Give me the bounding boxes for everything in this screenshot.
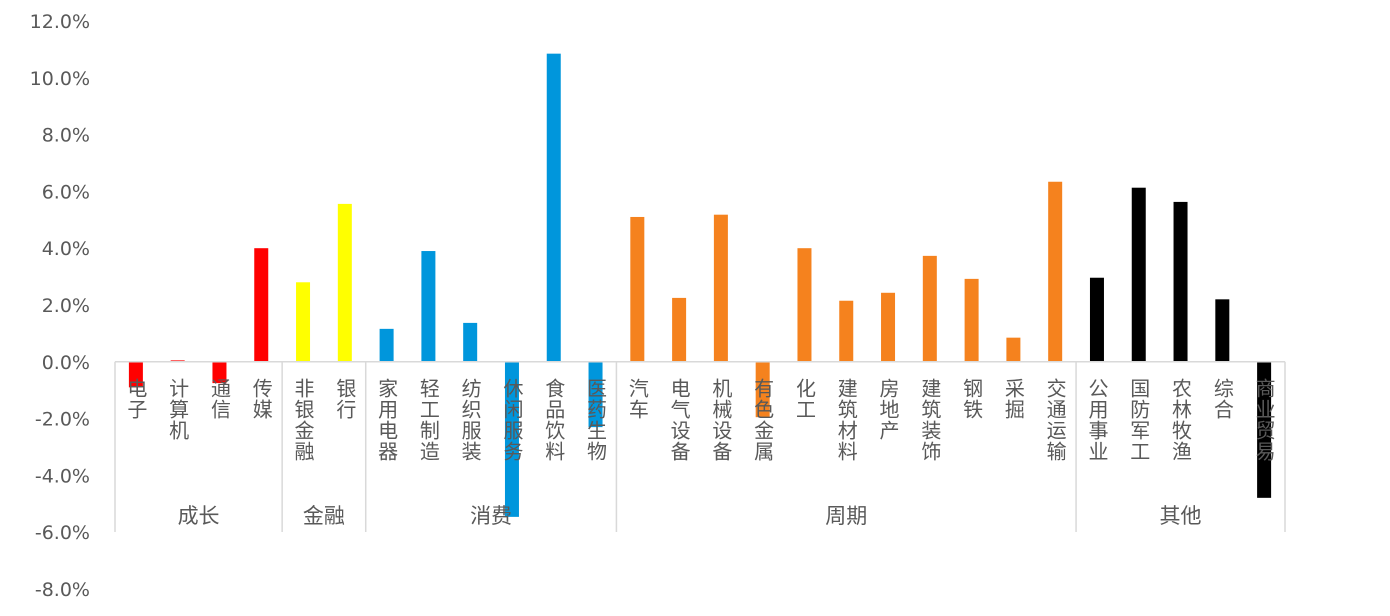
group-label: 成长 (178, 504, 220, 528)
bar-钢铁 (964, 278, 979, 362)
group-label: 周期 (825, 504, 867, 528)
category-label: 房地产 (876, 378, 900, 441)
category-label: 建筑材料 (834, 378, 858, 462)
category-label: 传媒 (249, 378, 273, 420)
bar-传媒 (254, 248, 269, 362)
bar-建筑材料 (839, 300, 854, 362)
bar-家用电器 (379, 328, 394, 362)
category-label: 医药生物 (584, 378, 608, 462)
y-tick-label: 6.0% (42, 181, 90, 203)
bar-医药生物 (588, 361, 603, 428)
bar-化工 (797, 248, 812, 362)
bar-非银金融 (296, 282, 311, 362)
bar-采掘 (1006, 337, 1021, 362)
y-tick-label: 8.0% (42, 125, 90, 147)
y-tick-label: 4.0% (42, 238, 90, 260)
bar-房地产 (881, 292, 896, 362)
y-tick-label: -8.0% (35, 579, 90, 601)
y-tick-label: -2.0% (35, 409, 90, 431)
category-label: 休闲服务 (500, 378, 524, 462)
group-label: 消费 (470, 504, 512, 528)
bar-机械设备 (713, 214, 728, 362)
bar-国防军工 (1131, 187, 1146, 362)
bar-汽车 (630, 216, 645, 362)
category-label: 电气设备 (667, 378, 691, 462)
category-label: 食品饮料 (542, 378, 566, 462)
category-label: 化工 (792, 378, 816, 420)
category-label: 轻工制造 (416, 378, 440, 462)
bar-电子 (128, 361, 143, 388)
category-label: 农林牧渔 (1169, 378, 1193, 462)
category-label: 商业贸易 (1252, 378, 1276, 462)
y-tick-label: 2.0% (42, 295, 90, 317)
bar-综合 (1215, 299, 1230, 362)
category-label: 银行 (333, 378, 357, 420)
y-tick-label: 10.0% (30, 68, 90, 90)
category-label: 机械设备 (709, 378, 733, 462)
category-label: 采掘 (1001, 378, 1025, 420)
category-label: 汽车 (625, 378, 649, 420)
y-tick-label: -4.0% (35, 465, 90, 487)
bar-通信 (212, 361, 227, 384)
category-label: 通信 (207, 378, 231, 420)
bar-银行 (337, 203, 352, 362)
category-label: 非银金融 (291, 378, 315, 462)
bar-休闲服务 (504, 361, 519, 517)
category-label: 计算机 (166, 378, 190, 441)
category-label: 国防军工 (1127, 378, 1151, 462)
category-label: 电子 (124, 378, 148, 420)
category-label: 综合 (1210, 378, 1234, 420)
bar-纺织服装 (463, 322, 478, 362)
category-label: 有色金属 (751, 378, 775, 462)
bar-公用事业 (1089, 277, 1104, 362)
bar-建筑装饰 (922, 255, 937, 362)
category-label: 交通运输 (1043, 378, 1067, 462)
y-tick-label: 12.0% (30, 11, 90, 33)
bar-有色金属 (755, 361, 770, 418)
category-label: 家用电器 (375, 378, 399, 462)
y-tick-label: -6.0% (35, 522, 90, 544)
y-tick-label: 0.0% (42, 352, 90, 374)
category-label: 纺织服装 (458, 378, 482, 462)
bar-电气设备 (672, 297, 687, 362)
category-label: 钢铁 (960, 378, 984, 420)
bar-食品饮料 (546, 53, 561, 362)
group-label: 金融 (303, 504, 345, 528)
bar-农林牧渔 (1173, 201, 1188, 362)
bar-商业贸易 (1257, 361, 1272, 498)
category-label: 建筑装饰 (918, 378, 942, 462)
bar-轻工制造 (421, 251, 436, 362)
category-label: 公用事业 (1085, 378, 1109, 462)
bar-交通运输 (1048, 181, 1063, 362)
group-label: 其他 (1160, 504, 1202, 528)
